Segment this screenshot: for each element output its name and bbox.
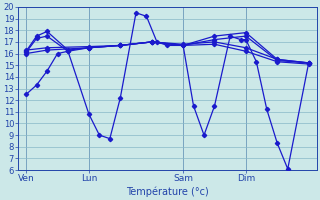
X-axis label: Température (°c): Température (°c) bbox=[126, 186, 209, 197]
